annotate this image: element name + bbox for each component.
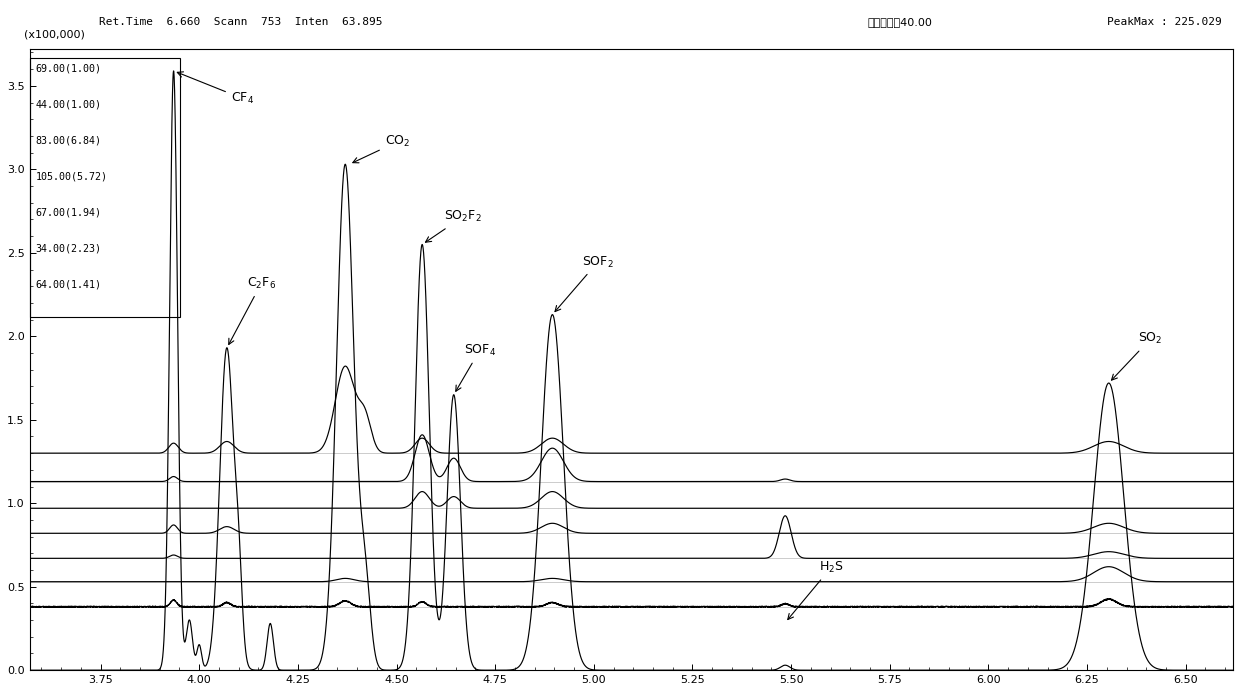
Bar xyxy=(30,58,180,317)
Text: 83.00(6.84): 83.00(6.84) xyxy=(36,136,102,145)
Text: SOF$_4$: SOF$_4$ xyxy=(456,343,496,391)
Text: 柱温箱温度40.00: 柱温箱温度40.00 xyxy=(868,17,932,27)
Text: C$_2$F$_6$: C$_2$F$_6$ xyxy=(228,276,275,345)
Text: 67.00(1.94): 67.00(1.94) xyxy=(36,208,102,217)
Text: PeakMax : 225.029: PeakMax : 225.029 xyxy=(1106,17,1221,27)
Text: H$_2$S: H$_2$S xyxy=(787,560,843,619)
Text: 105.00(5.72): 105.00(5.72) xyxy=(36,172,108,181)
Text: 64.00(1.41): 64.00(1.41) xyxy=(36,280,102,289)
Text: SO$_2$: SO$_2$ xyxy=(1111,331,1163,380)
Text: CO$_2$: CO$_2$ xyxy=(353,134,410,163)
Text: 69.00(1.00): 69.00(1.00) xyxy=(36,64,102,73)
Text: 34.00(2.23): 34.00(2.23) xyxy=(36,244,102,253)
Text: CF$_4$: CF$_4$ xyxy=(177,72,254,106)
Text: (x100,000): (x100,000) xyxy=(24,30,84,40)
Text: SOF$_2$: SOF$_2$ xyxy=(556,255,614,311)
Text: Ret.Time  6.660  Scann  753  Inten  63.895: Ret.Time 6.660 Scann 753 Inten 63.895 xyxy=(99,17,383,27)
Text: SO$_2$F$_2$: SO$_2$F$_2$ xyxy=(425,210,481,242)
Text: 44.00(1.00): 44.00(1.00) xyxy=(36,100,102,109)
